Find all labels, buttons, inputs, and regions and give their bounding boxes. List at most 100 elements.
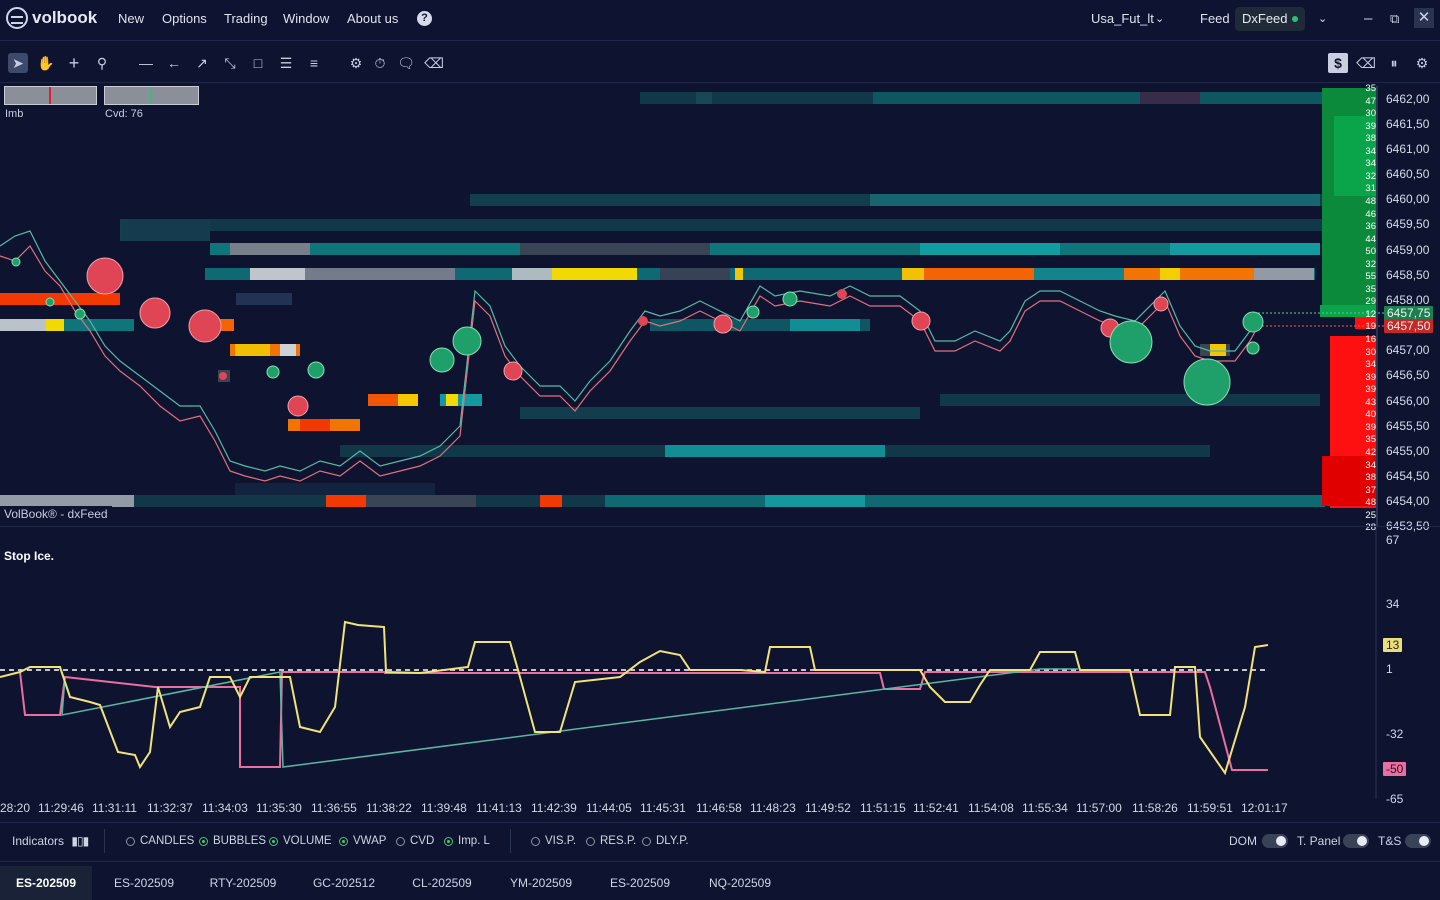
tpanel-toggle[interactable]	[1343, 834, 1369, 848]
ladder-volume: 38	[1365, 133, 1376, 145]
radio-icon	[642, 836, 651, 846]
indicator-bar: Indicators ▮▯▮ CANDLES BUBBLES VOLUME VWAP C…	[0, 822, 1440, 862]
ts-toggle[interactable]	[1405, 834, 1431, 848]
menu-options[interactable]: Options	[162, 11, 207, 26]
trend-line-icon[interactable]: ↗	[196, 55, 208, 71]
help-icon[interactable]: ?	[417, 11, 432, 26]
levels-icon[interactable]: ≡	[309, 55, 319, 71]
tab-rty-202509[interactable]: RTY-202509	[209, 876, 277, 890]
time-label: 11:57:00	[1076, 801, 1122, 815]
indicators-button[interactable]: Indicators ▮▯▮	[12, 834, 89, 848]
bar-chart-icon: ▮▯▮	[71, 834, 89, 848]
tab-nq-202509[interactable]: NQ-202509	[708, 876, 772, 890]
logo-text: volbook	[32, 8, 98, 27]
tpanel-label: T. Panel	[1297, 834, 1341, 848]
indicator-option-dly-p[interactable]: DLY.P.	[642, 835, 689, 847]
restore-icon[interactable]: ⧉	[1390, 11, 1400, 26]
ladder-volume: 30	[1365, 108, 1376, 120]
segment-icon[interactable]: ⤡	[224, 55, 236, 71]
tab-cl-202509[interactable]: CL-202509	[412, 876, 472, 890]
indicator-option-candles[interactable]: CANDLES	[126, 835, 194, 847]
drawing-toolbar: ➤ ✋ + ⚲ — ← ↗ ⤡ □ ☰ ≡ ⚙ ⏱ 🗨 ⌫ $ ⌫ ⏸ ⚙	[0, 44, 1440, 83]
radio-icon	[126, 836, 135, 846]
menu-window[interactable]: Window	[283, 11, 330, 26]
ladder-volume: 48	[1365, 497, 1376, 509]
ladder-volume: 35	[1365, 434, 1376, 446]
clear-icon[interactable]: ⌫	[1356, 55, 1376, 71]
indicator-option-label: RES.P.	[600, 835, 637, 847]
price-label: 6458,00	[1386, 293, 1430, 307]
ladder-volume: 37	[1365, 484, 1376, 496]
ladder-volume: 29	[1365, 296, 1376, 308]
time-label: 11:46:58	[696, 801, 742, 815]
cvd-label: Cvd: 76	[105, 108, 143, 120]
ladder-volume: 34	[1365, 359, 1376, 371]
indicator-option-label: DLY.P.	[656, 835, 689, 847]
menu-new[interactable]: New	[118, 11, 145, 26]
tab-es-202509[interactable]: ES-202509	[0, 866, 92, 900]
ladder-volume: 32	[1365, 258, 1376, 270]
ray-icon[interactable]: ←	[167, 55, 181, 71]
stop-ice-panel[interactable]: Stop Ice. 67 34 1 -32 -65 13 -50	[0, 526, 1440, 806]
account-selector[interactable]: Usa_Fut_lt	[1091, 11, 1154, 26]
price-label: 6459,50	[1386, 217, 1430, 231]
gear-icon[interactable]: ⚙	[1415, 55, 1429, 71]
zoom-icon[interactable]: ⚲	[96, 55, 108, 71]
tab-ym-202509[interactable]: YM-202509	[509, 876, 573, 890]
dom-label: DOM	[1229, 834, 1257, 848]
comment-icon[interactable]: 🗨	[397, 55, 415, 71]
feed-label: Feed	[1200, 11, 1230, 26]
y-label-67: 67	[1386, 533, 1400, 547]
ladder-volume: 36	[1365, 221, 1376, 233]
crosshair-icon[interactable]: +	[68, 53, 80, 73]
time-label: 11:31:11	[92, 801, 137, 815]
minimize-icon[interactable]: –	[1364, 10, 1373, 27]
feed-selector[interactable]: DxFeed	[1235, 7, 1305, 31]
indicator-option-res-p[interactable]: RES.P.	[586, 835, 636, 847]
ladder-volume: 34	[1365, 158, 1376, 170]
indicator-option-label: BUBBLES	[213, 835, 267, 847]
settings-sliders-icon[interactable]: ⚙	[349, 55, 363, 71]
feed-value: DxFeed	[1242, 11, 1288, 26]
ladder-volume: 39	[1365, 120, 1376, 132]
ladder-volume: 44	[1365, 233, 1376, 245]
time-label: 11:52:41	[913, 801, 959, 815]
eraser-icon[interactable]: ⌫	[424, 55, 444, 71]
radio-icon	[444, 836, 453, 846]
tab-gc-202512[interactable]: GC-202512	[312, 876, 376, 890]
tab-es-202509[interactable]: ES-202509	[113, 876, 175, 890]
ladder-volume: 43	[1365, 396, 1376, 408]
dollar-icon[interactable]: $	[1328, 53, 1348, 73]
y-label-neg65: -65	[1386, 792, 1404, 806]
time-label: 12:01:17	[1241, 801, 1288, 815]
menu-trading[interactable]: Trading	[224, 11, 268, 26]
ladder-volume: 16	[1365, 334, 1376, 345]
ask-price-tag: 6457,75	[1384, 306, 1434, 320]
ladder-volume: 19	[1365, 321, 1376, 333]
list-icon[interactable]: ☰	[279, 55, 293, 71]
indicator-option-cvd[interactable]: CVD	[396, 835, 434, 847]
horizontal-line-icon[interactable]: —	[139, 55, 153, 71]
pause-icon[interactable]: ⏸	[1390, 55, 1398, 71]
indicator-option-label: CVD	[410, 835, 435, 847]
chevron-down-icon[interactable]: ⌄	[1155, 13, 1165, 25]
menu-about-us[interactable]: About us	[347, 11, 399, 26]
hand-icon[interactable]: ✋	[37, 55, 55, 71]
close-icon[interactable]: ✕	[1414, 8, 1434, 28]
indicator-option-vis-p[interactable]: VIS.P.	[531, 835, 576, 847]
tab-es-202509[interactable]: ES-202509	[609, 876, 671, 890]
indicator-option-imp-l[interactable]: Imp. L	[444, 835, 490, 847]
price-label: 6456,50	[1386, 368, 1430, 382]
chevron-down-icon[interactable]: ⌄	[1318, 13, 1328, 25]
volbook-logo-icon	[6, 7, 28, 29]
timer-icon[interactable]: ⏱	[374, 55, 386, 71]
rectangle-icon[interactable]: □	[253, 55, 263, 71]
dom-toggle[interactable]	[1262, 834, 1288, 848]
indicator-option-volume[interactable]: VOLUME	[269, 835, 332, 847]
main-chart[interactable]: Imb Cvd: 76 VolBook® - dxFeed 6462,00 646…	[0, 83, 1440, 533]
watermark: VolBook® - dxFeed	[0, 506, 112, 522]
indicator-option-bubbles[interactable]: BUBBLES	[199, 835, 266, 847]
indicator-option-vwap[interactable]: VWAP	[339, 835, 386, 847]
cursor-icon[interactable]: ➤	[8, 53, 28, 73]
ladder-volume: 34	[1365, 459, 1376, 471]
